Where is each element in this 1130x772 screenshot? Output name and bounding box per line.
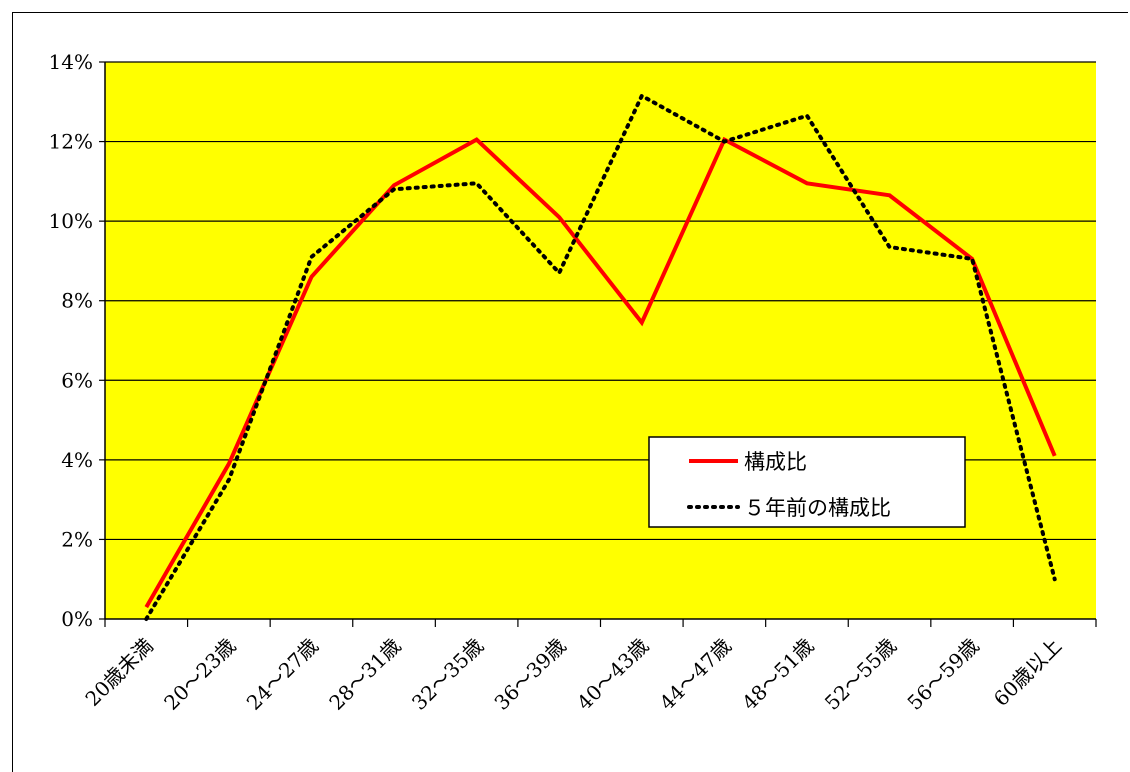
y-tick-label: 12% — [49, 130, 93, 154]
x-tick-label: 56～59歳 — [902, 634, 983, 715]
x-tick-label: 32～35歳 — [407, 634, 488, 715]
axes — [99, 61, 1097, 627]
y-tick-label: 4% — [61, 448, 93, 472]
x-tick-label: 48～51歳 — [737, 634, 818, 715]
x-tick-label: 20～23歳 — [159, 634, 240, 715]
legend-box — [648, 436, 966, 528]
x-tick-label: 28～31歳 — [324, 634, 405, 715]
legend-label-series-2: ５年前の構成比 — [744, 496, 891, 520]
y-tick-label: 14% — [49, 50, 93, 74]
series-lines — [144, 93, 1057, 621]
x-axis-tick-labels: 20歳未満 20～23歳 24～27歳 28～31歳 32～35歳 36～39歳 40～43… — [80, 634, 1066, 715]
x-tick-label: 52～55歳 — [820, 634, 901, 715]
plot-area — [105, 62, 1096, 619]
legend-label-series-1: 構成比 — [744, 450, 807, 474]
x-tick-label: 36～39歳 — [489, 634, 570, 715]
x-tick-label: 40～43歳 — [572, 634, 653, 715]
y-tick-label: 2% — [61, 527, 93, 551]
x-tick-label: 60歳以上 — [989, 634, 1066, 711]
chart-frame — [12, 12, 1128, 772]
y-tick-label: 8% — [61, 289, 93, 313]
y-axis-tick-labels: 0% 2% 4% 6% 8% 10% 12% 14% — [49, 50, 93, 631]
legend: 構成比 ５年前の構成比 — [648, 436, 966, 528]
y-tick-label: 10% — [49, 209, 93, 233]
series-line-1 — [144, 136, 1057, 609]
y-tick-label: 0% — [61, 607, 93, 631]
x-tick-label: 44～47歳 — [655, 634, 736, 715]
x-tick-label: 20歳未満 — [80, 634, 157, 711]
y-tick-label: 6% — [61, 368, 93, 392]
x-tick-label: 24～27歳 — [242, 634, 323, 715]
series-line-2 — [144, 93, 1057, 621]
